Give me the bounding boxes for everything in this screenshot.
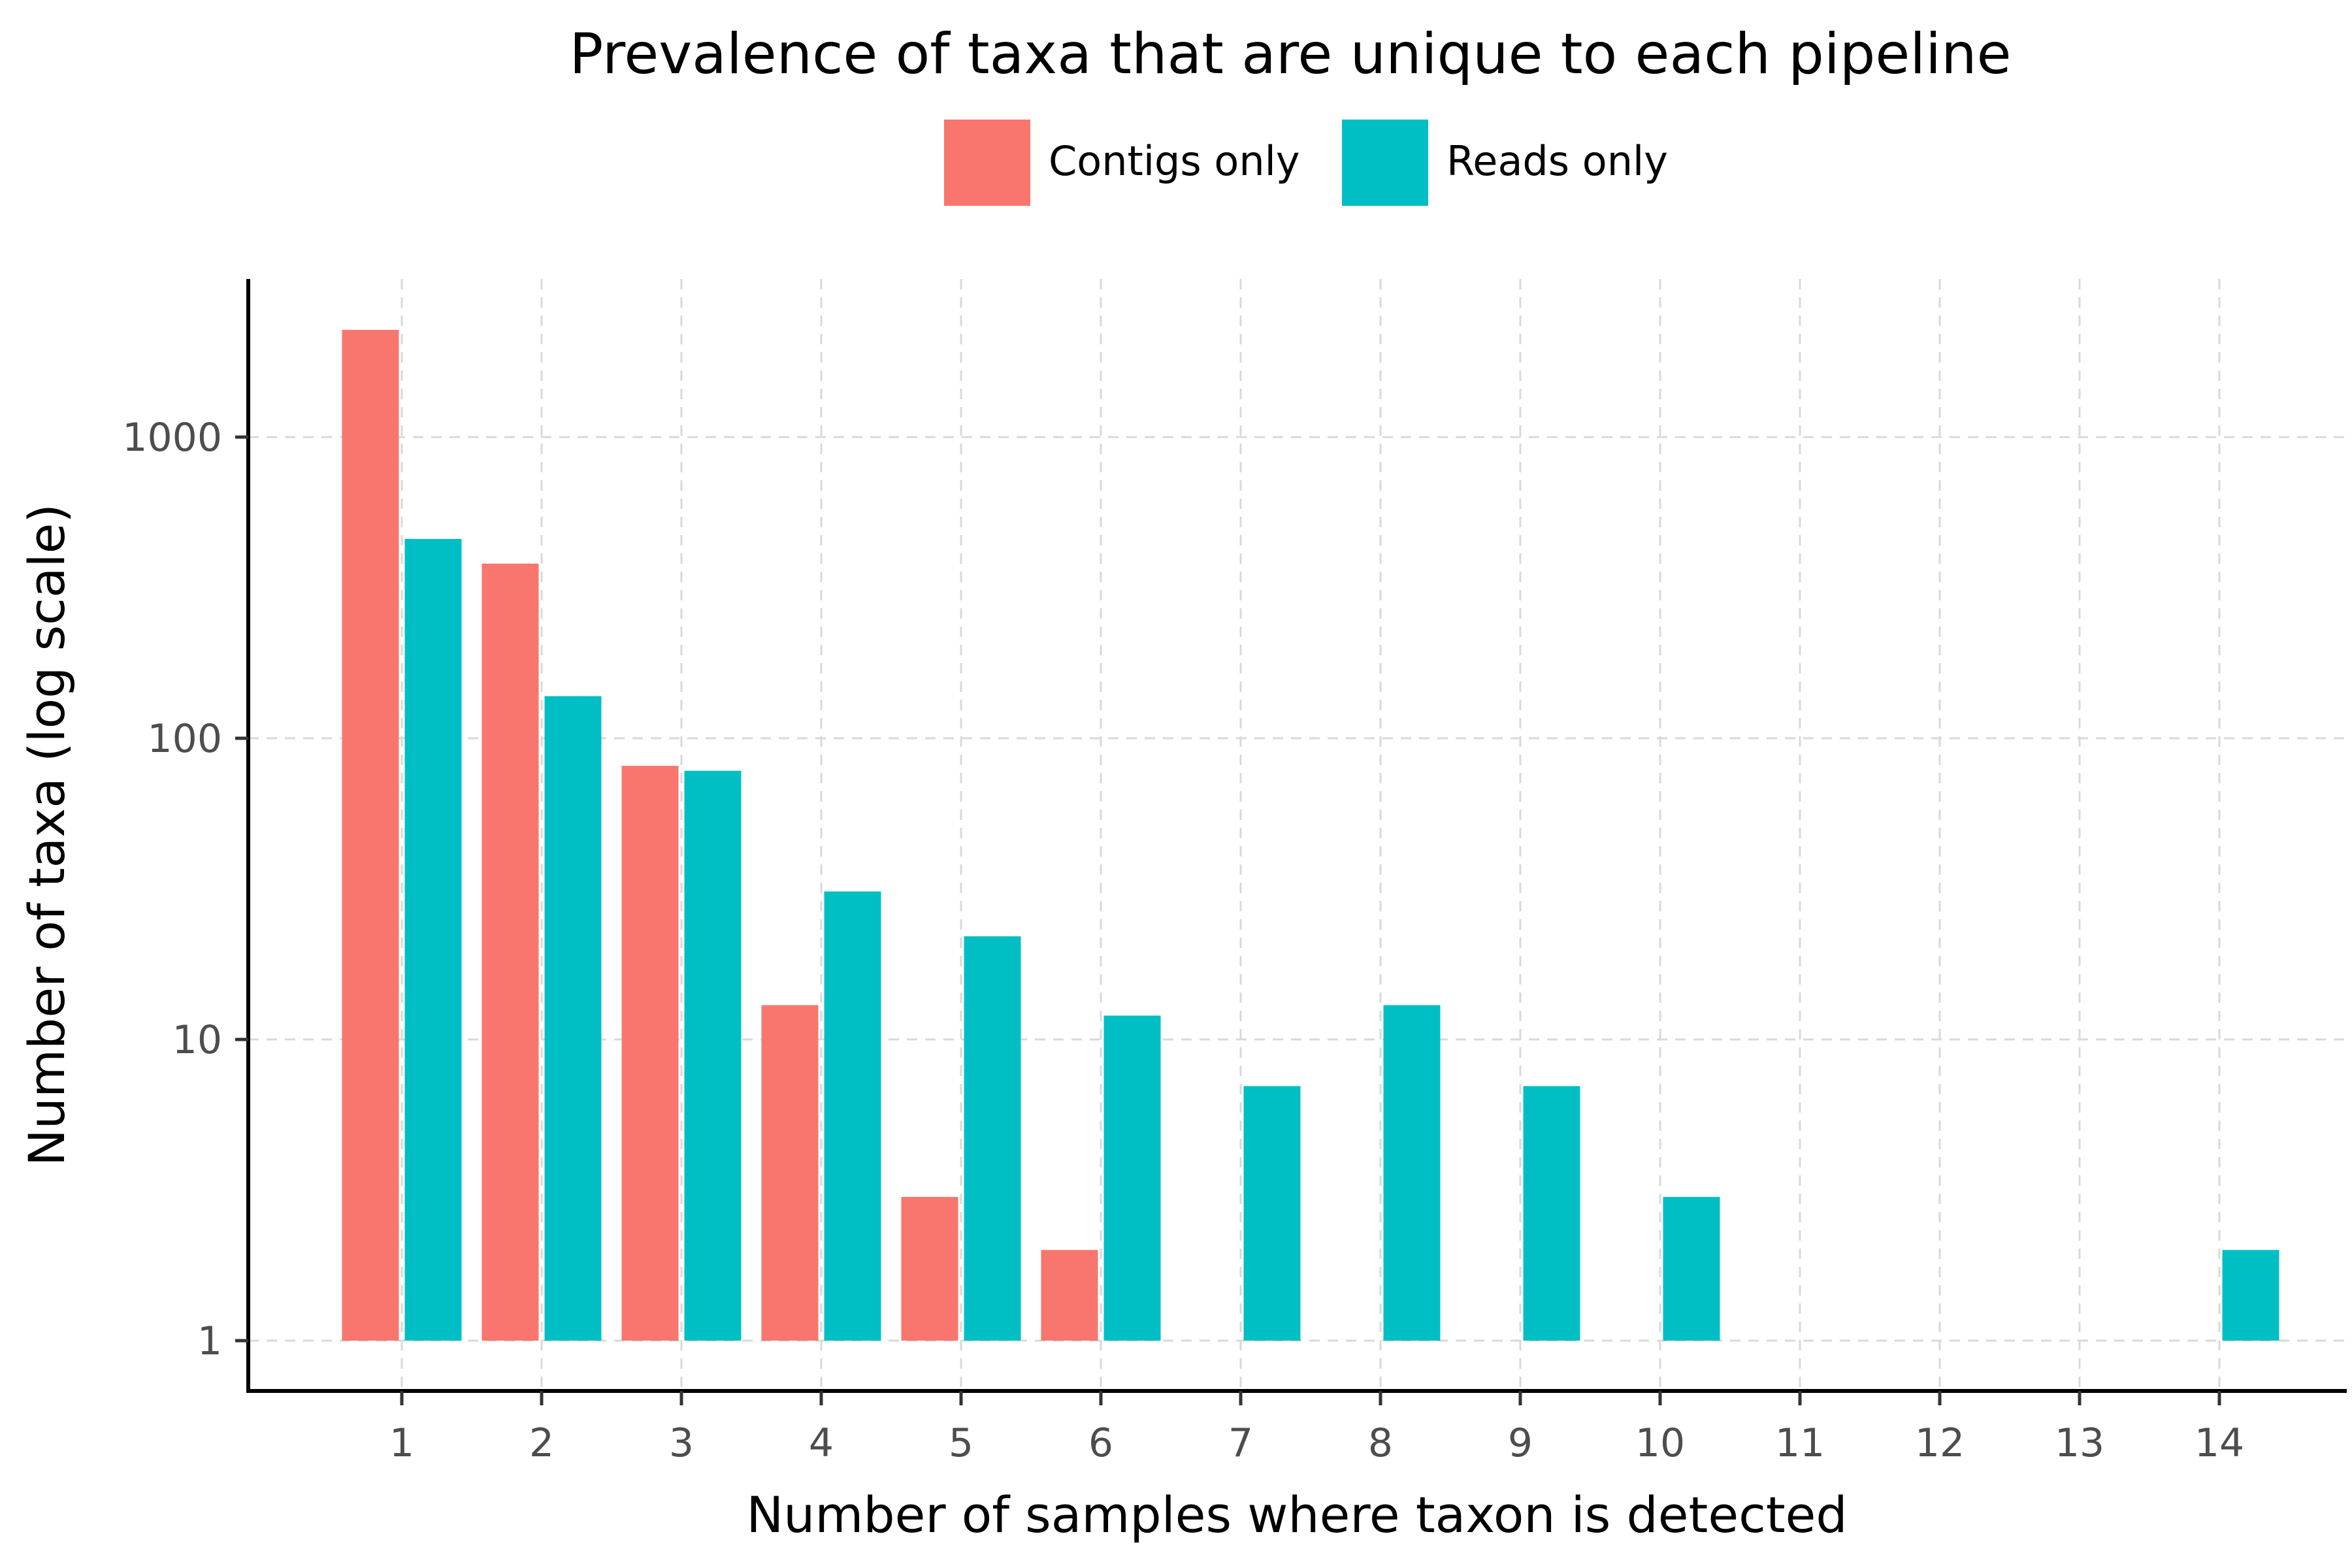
chart-title: Prevalence of taxa that are unique to ea… (570, 22, 2012, 87)
legend-item-contigs-only: Contigs only (944, 120, 1300, 206)
bar-contigs-only-3 (621, 766, 679, 1341)
x-tick-label: 8 (1368, 1420, 1393, 1466)
bar-contigs-only-6 (1041, 1250, 1098, 1341)
x-tick-label: 11 (1775, 1420, 1825, 1466)
legend-label: Contigs only (1049, 137, 1300, 185)
x-tick-label: 13 (2055, 1420, 2104, 1466)
x-axis-ticks: 1 2 3 4 5 6 7 8 9 10 11 12 13 14 (389, 1391, 2244, 1466)
y-axis-title: Number of taxa (log scale) (18, 504, 76, 1166)
x-tick-label: 7 (1228, 1420, 1253, 1466)
legend-label: Reads only (1446, 137, 1668, 185)
y-axis-ticks: 1 10 100 1000 (122, 415, 248, 1364)
legend-key (944, 120, 1030, 206)
gridlines (248, 279, 2347, 1391)
y-tick-label: 100 (147, 716, 222, 762)
bar-reads-only-8 (1383, 1005, 1441, 1341)
bar-contigs-only-5 (901, 1197, 958, 1341)
x-tick-label: 2 (529, 1420, 554, 1466)
y-tick-label: 1000 (122, 415, 222, 461)
x-tick-label: 5 (949, 1420, 973, 1466)
bar-reads-only-7 (1243, 1086, 1301, 1341)
bar-reads-only-1 (404, 538, 462, 1341)
bar-reads-only-2 (544, 696, 602, 1341)
bar-contigs-only-4 (761, 1005, 819, 1341)
y-tick-label: 10 (172, 1017, 222, 1063)
x-axis-title: Number of samples where taxon is detecte… (746, 1486, 1847, 1544)
bar-reads-only-4 (824, 891, 881, 1341)
bar-reads-only-9 (1523, 1086, 1580, 1341)
legend: Contigs only Reads only (944, 120, 1668, 206)
bar-reads-only-5 (964, 936, 1021, 1341)
x-tick-label: 9 (1508, 1420, 1533, 1466)
bar-reads-only-6 (1103, 1015, 1161, 1341)
x-tick-label: 3 (669, 1420, 694, 1466)
x-tick-label: 6 (1088, 1420, 1113, 1466)
x-tick-label: 14 (2195, 1420, 2244, 1466)
x-tick-label: 1 (389, 1420, 414, 1466)
x-tick-label: 4 (809, 1420, 834, 1466)
y-tick-label: 1 (197, 1318, 222, 1364)
x-tick-label: 12 (1915, 1420, 1965, 1466)
x-tick-label: 10 (1635, 1420, 1685, 1466)
bar-reads-only-3 (684, 770, 742, 1341)
bar-contigs-only-1 (342, 329, 399, 1341)
bar-reads-only-10 (1663, 1197, 1720, 1341)
legend-item-reads-only: Reads only (1342, 120, 1668, 206)
legend-key (1342, 120, 1428, 206)
bar-contigs-only-2 (482, 563, 539, 1341)
bars (342, 329, 2279, 1341)
bar-reads-only-14 (2222, 1250, 2279, 1341)
